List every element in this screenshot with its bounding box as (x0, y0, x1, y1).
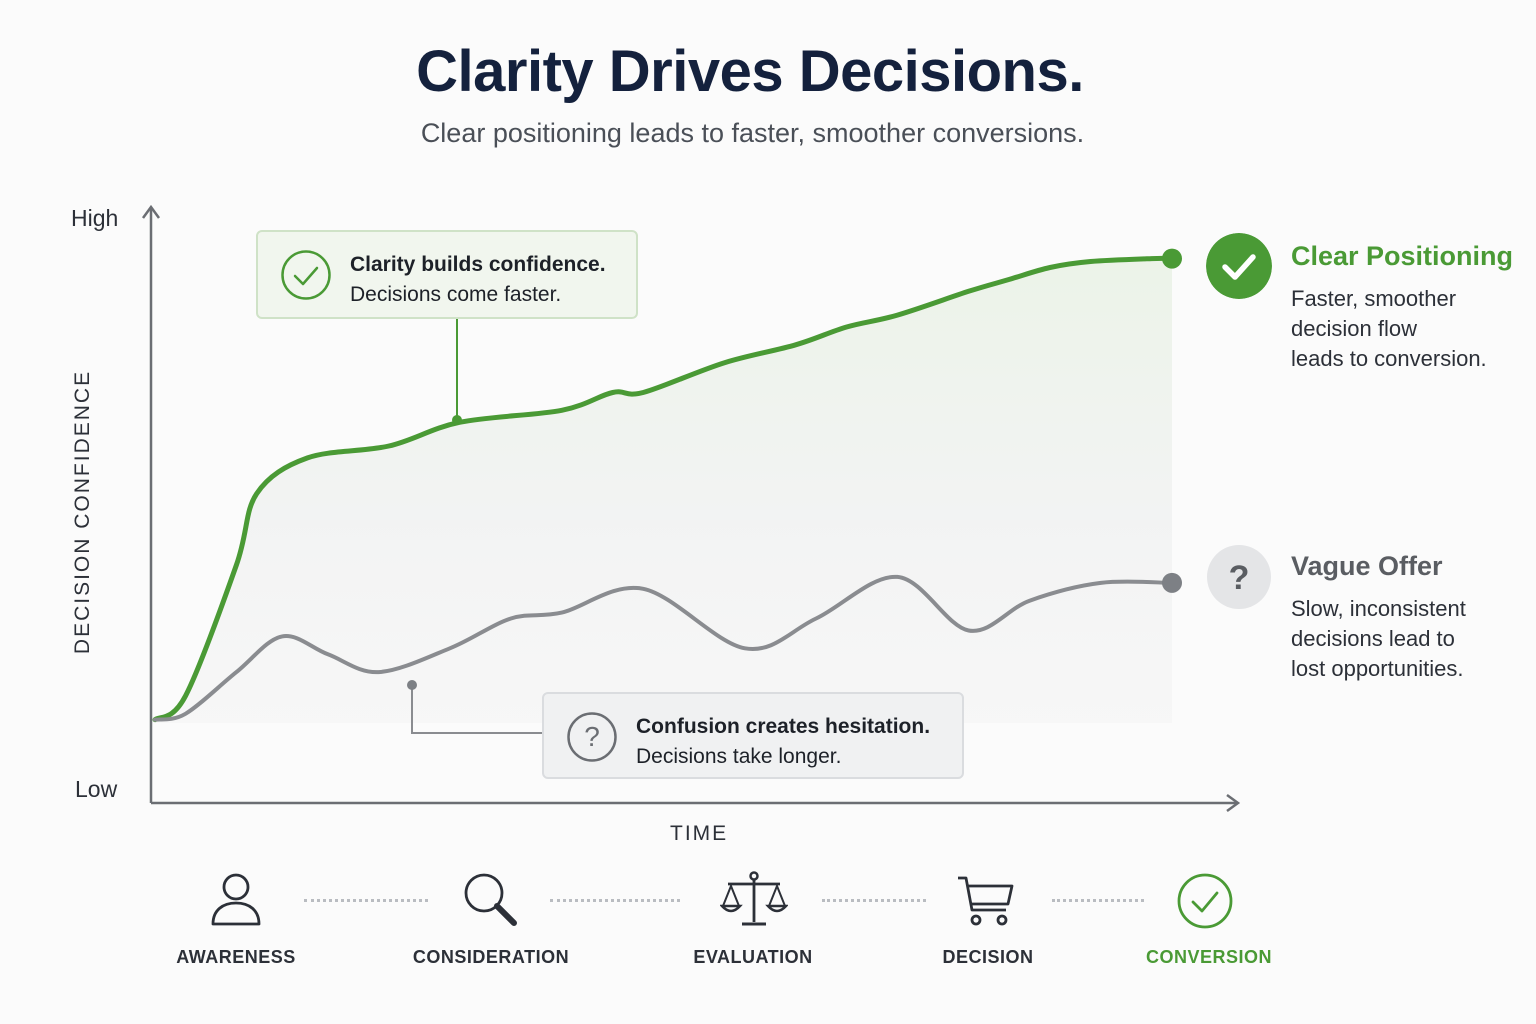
question-circle-icon: ? (1207, 545, 1271, 609)
series-line-vague-offer (153, 574, 1174, 722)
svg-text:?: ? (584, 721, 600, 752)
callout-clarity-title: Clarity builds confidence. (350, 253, 606, 276)
page-title: Clarity Drives Decisions. (416, 39, 1084, 104)
stage-label-consideration: CONSIDERATION (412, 947, 570, 967)
legend-desc-vague-offer: Slow, inconsistent decisions lead to los… (1291, 594, 1466, 684)
y-tick-low: Low (75, 776, 118, 802)
callout-anchor-confusion (407, 680, 417, 690)
person-icon (211, 873, 261, 926)
stage-label-conversion: CONVERSION (1145, 947, 1273, 967)
legend-desc-line: Slow, inconsistent (1291, 596, 1466, 621)
y-axis-arrow (141, 204, 161, 219)
callout-clarity: Clarity builds confidence. Decisions com… (256, 230, 638, 319)
scales-icon (720, 871, 788, 926)
stage-label-decision: DECISION (942, 947, 1034, 967)
callout-confusion-title: Confusion creates hesitation. (636, 715, 931, 738)
series-end-point-vague-offer (1162, 572, 1182, 593)
callout-confusion-text: Decisions take longer. (636, 745, 842, 768)
check-circle-icon (281, 250, 331, 300)
callout-anchor-clarity (452, 415, 462, 425)
check-circle-icon (1177, 873, 1233, 929)
stage-connector (304, 899, 428, 906)
series-end-point-clear-positioning (1162, 248, 1182, 269)
y-axis-label: DECISION CONFIDENCE (71, 369, 94, 655)
series-line-clear-positioning (152, 255, 1175, 723)
legend-desc-clear-positioning: Faster, smoother decision flow leads to … (1291, 284, 1487, 374)
x-axis-label: TIME (670, 822, 729, 845)
stage-connector (1052, 899, 1144, 906)
stage-label-evaluation: EVALUATION (693, 947, 813, 967)
x-axis-arrow (1226, 793, 1241, 813)
legend-title-vague-offer: Vague Offer (1291, 551, 1443, 581)
callout-connector-confusion (411, 685, 542, 734)
legend-desc-line: decisions lead to (1291, 626, 1455, 651)
callout-confusion: ? Confusion creates hesitation. Decision… (542, 692, 964, 779)
stage-connector (550, 899, 680, 906)
cart-icon (958, 876, 1014, 926)
callout-clarity-text: Decisions come faster. (350, 283, 562, 306)
page-subtitle: Clear positioning leads to faster, smoot… (420, 118, 1085, 148)
magnifier-icon (464, 873, 517, 926)
legend-desc-line: Faster, smoother (1291, 286, 1457, 311)
area-fill (155, 258, 1172, 723)
stage-connector (822, 899, 926, 906)
question-circle-icon: ? (567, 712, 617, 762)
svg-text:?: ? (1229, 559, 1250, 597)
legend-desc-line: decision flow (1291, 316, 1417, 341)
y-tick-high: High (71, 205, 119, 231)
legend-desc-line: leads to conversion. (1291, 346, 1487, 371)
legend-desc-line: lost opportunities. (1291, 656, 1464, 681)
legend-title-clear-positioning: Clear Positioning (1291, 241, 1514, 271)
check-circle-icon (1206, 233, 1272, 299)
stage-label-awareness: AWARENESS (176, 947, 296, 967)
